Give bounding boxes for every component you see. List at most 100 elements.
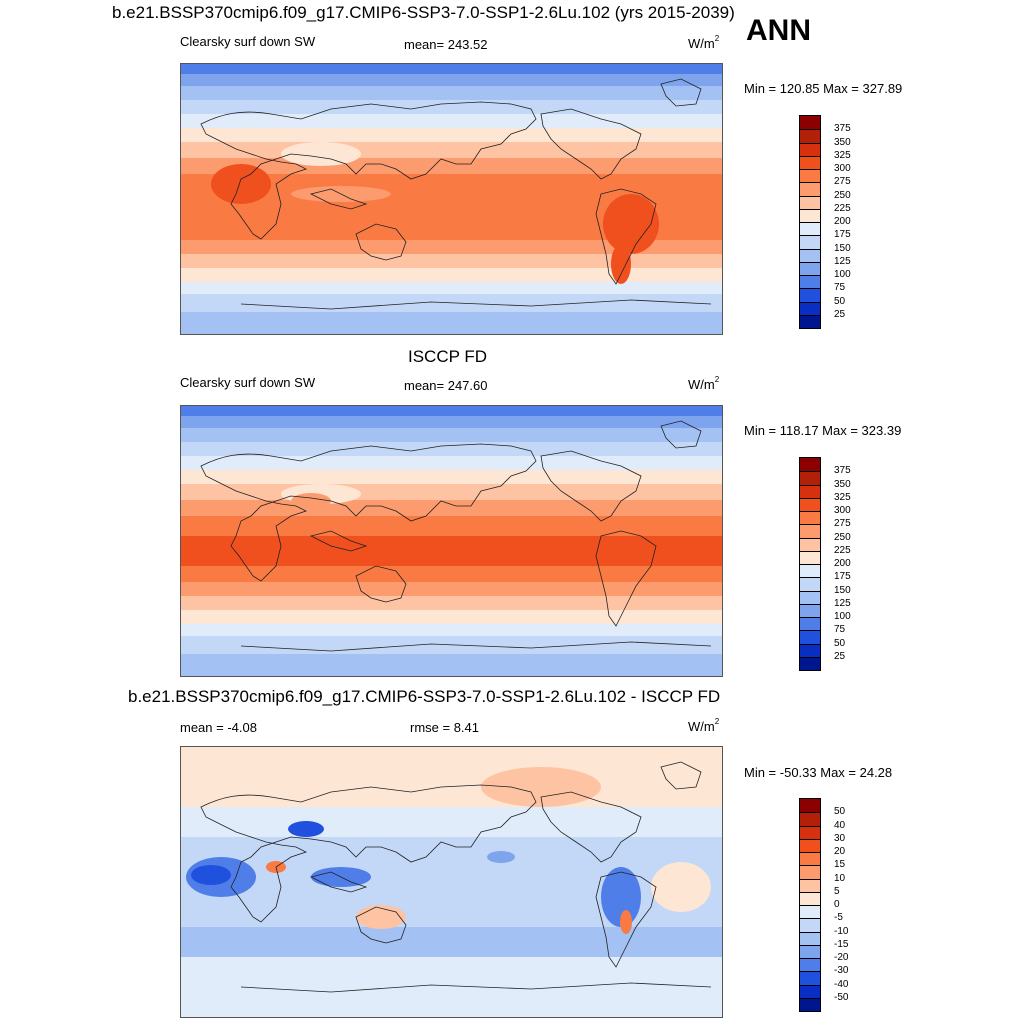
colorbar-swatch [800, 116, 820, 130]
colorbar-tick-label: 325 [834, 491, 851, 503]
colorbar-swatch [800, 471, 820, 485]
panel-1-title: b.e21.BSSP370cmip6.f09_g17.CMIP6-SSP3-7.… [112, 3, 735, 22]
colorbar-swatch [800, 918, 820, 932]
colorbar-tick-label: 275 [834, 518, 851, 530]
colorbar-swatch [800, 195, 820, 209]
colorbar-swatch [800, 458, 820, 472]
colorbar-tick-label: -40 [834, 978, 849, 990]
season-label: ANN [746, 14, 811, 47]
panel-2-title: ISCCP FD [408, 347, 488, 366]
panel-2-mean-label: mean= 247.60 [404, 378, 488, 393]
colorbar-tick-label: 250 [834, 189, 851, 201]
colorbar-tick-label: 375 [834, 123, 851, 135]
colorbar-swatch [800, 878, 820, 892]
colorbar-tick-label: 25 [834, 308, 846, 320]
panel-1-map [180, 63, 723, 335]
colorbar-tick-label: -5 [834, 912, 843, 924]
colorbar-swatch [800, 129, 820, 143]
colorbar-swatch [800, 222, 820, 236]
panel-3-map [180, 746, 723, 1018]
colorbar-tick-label: 225 [834, 202, 851, 214]
panel-1-units: W/m2 [688, 34, 720, 51]
colorbar-tick-label: 375 [834, 465, 851, 477]
colorbar-swatch [800, 838, 820, 852]
colorbar-swatch [800, 971, 820, 985]
colorbar-tick-label: 15 [834, 859, 846, 871]
colorbar-tick-label: 325 [834, 149, 851, 161]
colorbar-swatch [800, 865, 820, 879]
colorbar-tick-label: 5 [834, 885, 840, 897]
colorbar-swatch [800, 905, 820, 919]
colorbar-tick-label: -15 [834, 938, 849, 950]
colorbar-tick-label: 25 [834, 650, 846, 662]
panel-2-variable-label: Clearsky surf down SW [180, 375, 316, 390]
colorbar-swatch [800, 537, 820, 551]
colorbar-swatch [800, 931, 820, 945]
colorbar-tick-label: -50 [834, 991, 849, 1003]
panel-2-colorbar: 375 350 325 300 275 250 225 200 175 150 125 100 75 50… [799, 457, 851, 671]
colorbar-tick-label: 100 [834, 611, 851, 622]
panel-3-minmax: Min = -50.33 Max = 24.28 [744, 765, 893, 780]
colorbar-swatch [800, 484, 820, 498]
colorbar-swatch [800, 142, 820, 156]
panel-3-units: W/m2 [688, 717, 720, 734]
colorbar-swatch [800, 997, 820, 1011]
colorbar-swatch [800, 812, 820, 826]
colorbar-swatch [800, 590, 820, 604]
colorbar-swatch [800, 577, 820, 591]
colorbar-swatch [800, 301, 820, 315]
colorbar-swatch [800, 984, 820, 998]
colorbar-swatch [800, 235, 820, 249]
colorbar-tick-label: 50 [834, 637, 846, 649]
colorbar-tick-label: 50 [834, 295, 846, 307]
colorbar-swatch [800, 891, 820, 905]
colorbar-tick-label: 40 [834, 819, 846, 831]
colorbar-tick-label: 0 [834, 899, 840, 910]
colorbar-swatch [800, 825, 820, 839]
panel-2-map [180, 405, 723, 677]
colorbar-tick-label: 300 [834, 163, 851, 174]
colorbar-tick-label: 75 [834, 282, 846, 294]
colorbar-swatch [800, 603, 820, 617]
colorbar-swatch [800, 958, 820, 972]
colorbar-swatch [800, 182, 820, 196]
colorbar-tick-label: 250 [834, 531, 851, 543]
colorbar-swatch [800, 617, 820, 631]
colorbar-tick-label: 225 [834, 544, 851, 556]
colorbar-swatch [800, 564, 820, 578]
colorbar-swatch [800, 248, 820, 262]
panel-1-mean-label: mean= 243.52 [404, 37, 488, 52]
colorbar-tick-label: -10 [834, 925, 849, 937]
colorbar-swatch [800, 208, 820, 222]
colorbar-swatch [800, 630, 820, 644]
colorbar-swatch [800, 643, 820, 657]
colorbar-tick-label: 150 [834, 242, 851, 254]
colorbar-tick-label: 300 [834, 505, 851, 516]
colorbar-tick-label: 75 [834, 624, 846, 636]
colorbar-swatch [800, 799, 820, 813]
colorbar-tick-label: 10 [834, 872, 846, 884]
colorbar-tick-label: 125 [834, 597, 851, 609]
colorbar-tick-label: 175 [834, 229, 851, 241]
colorbar-swatch [800, 288, 820, 302]
colorbar-swatch [800, 275, 820, 289]
colorbar-swatch [800, 524, 820, 538]
colorbar-swatch [800, 497, 820, 511]
colorbar-tick-label: 20 [834, 846, 846, 857]
colorbar-tick-label: 125 [834, 255, 851, 267]
colorbar-tick-label: 175 [834, 571, 851, 583]
panel-2-units: W/m2 [688, 375, 720, 392]
colorbar-swatch [800, 155, 820, 169]
panel-1-minmax: Min = 120.85 Max = 327.89 [744, 81, 903, 96]
panel-3-mean-label: mean = -4.08 [180, 720, 257, 735]
colorbar-tick-label: 200 [834, 216, 851, 227]
panel-3-colorbar: 50 40 30 20 15 10 5 0 -5 -10 -15 -20 -30 -40 -50 [799, 798, 848, 1012]
colorbar-tick-label: 30 [834, 832, 846, 844]
colorbar-tick-label: 150 [834, 584, 851, 596]
colorbar-swatch [800, 169, 820, 183]
colorbar-tick-label: -20 [834, 952, 849, 963]
colorbar-tick-label: 100 [834, 269, 851, 280]
panel-3-title: b.e21.BSSP370cmip6.f09_g17.CMIP6-SSP3-7.… [128, 687, 721, 706]
panel-2-minmax: Min = 118.17 Max = 323.39 [744, 423, 902, 438]
colorbar-tick-label: 200 [834, 558, 851, 569]
